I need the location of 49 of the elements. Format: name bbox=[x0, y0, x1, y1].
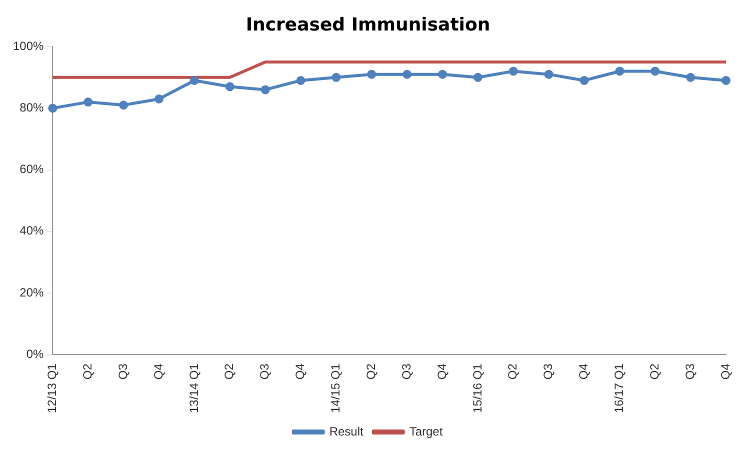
x-tick-label: Q2 bbox=[364, 363, 378, 380]
point bbox=[402, 70, 412, 79]
x-tick-label: Q2 bbox=[647, 363, 662, 380]
point bbox=[154, 94, 164, 104]
point bbox=[580, 76, 589, 85]
y-tick-label: 20% bbox=[20, 285, 44, 300]
x-tick-label: 14/15 Q1 bbox=[328, 363, 342, 414]
point bbox=[84, 98, 93, 107]
x-tick-label: Q3 bbox=[116, 363, 130, 380]
point bbox=[119, 100, 128, 110]
x-tick-label: 16/17 Q1 bbox=[612, 363, 626, 414]
x-tick-label: 12/13 Q1 bbox=[45, 363, 60, 414]
point bbox=[473, 72, 482, 82]
x-tick-label: Q2 bbox=[506, 363, 520, 380]
chart-title: Increased Immunisation bbox=[246, 14, 490, 36]
x-tick-label: Q3 bbox=[682, 363, 697, 380]
legend-label: Target bbox=[409, 424, 444, 438]
x-tick-label: Q3 bbox=[541, 363, 556, 380]
x-tick-label: Q4 bbox=[293, 363, 308, 380]
x-tick-label: Q3 bbox=[258, 363, 272, 380]
point bbox=[296, 76, 306, 85]
point bbox=[615, 66, 624, 76]
point bbox=[508, 66, 518, 76]
point bbox=[438, 70, 447, 79]
x-tick-label: Q3 bbox=[399, 363, 414, 380]
point bbox=[48, 104, 58, 113]
x-tick-label: Q4 bbox=[576, 363, 591, 380]
x-tick-label: Q4 bbox=[434, 363, 449, 380]
y-tick-label: 0% bbox=[26, 346, 44, 361]
y-tick-label: 100% bbox=[12, 38, 44, 53]
x-tick-label: Q4 bbox=[718, 363, 732, 380]
point bbox=[225, 82, 234, 92]
point bbox=[332, 72, 341, 82]
y-tick-label: 80% bbox=[20, 100, 44, 115]
x-tick-label: 15/16 Q1 bbox=[470, 363, 484, 414]
x-tick-label: Q2 bbox=[80, 363, 94, 380]
point bbox=[686, 72, 696, 82]
x-tick-label: Q4 bbox=[151, 363, 166, 380]
point bbox=[260, 85, 270, 94]
y-tick-label: 60% bbox=[20, 162, 44, 176]
legend-label: Result bbox=[329, 424, 364, 438]
x-tick-label: Q2 bbox=[222, 363, 236, 380]
x-tick-label: 13/14 Q1 bbox=[186, 363, 201, 414]
point bbox=[367, 70, 376, 79]
point bbox=[544, 70, 554, 79]
y-tick-label: 40% bbox=[20, 224, 44, 238]
point bbox=[190, 76, 199, 85]
point bbox=[650, 66, 660, 76]
point bbox=[722, 76, 730, 85]
